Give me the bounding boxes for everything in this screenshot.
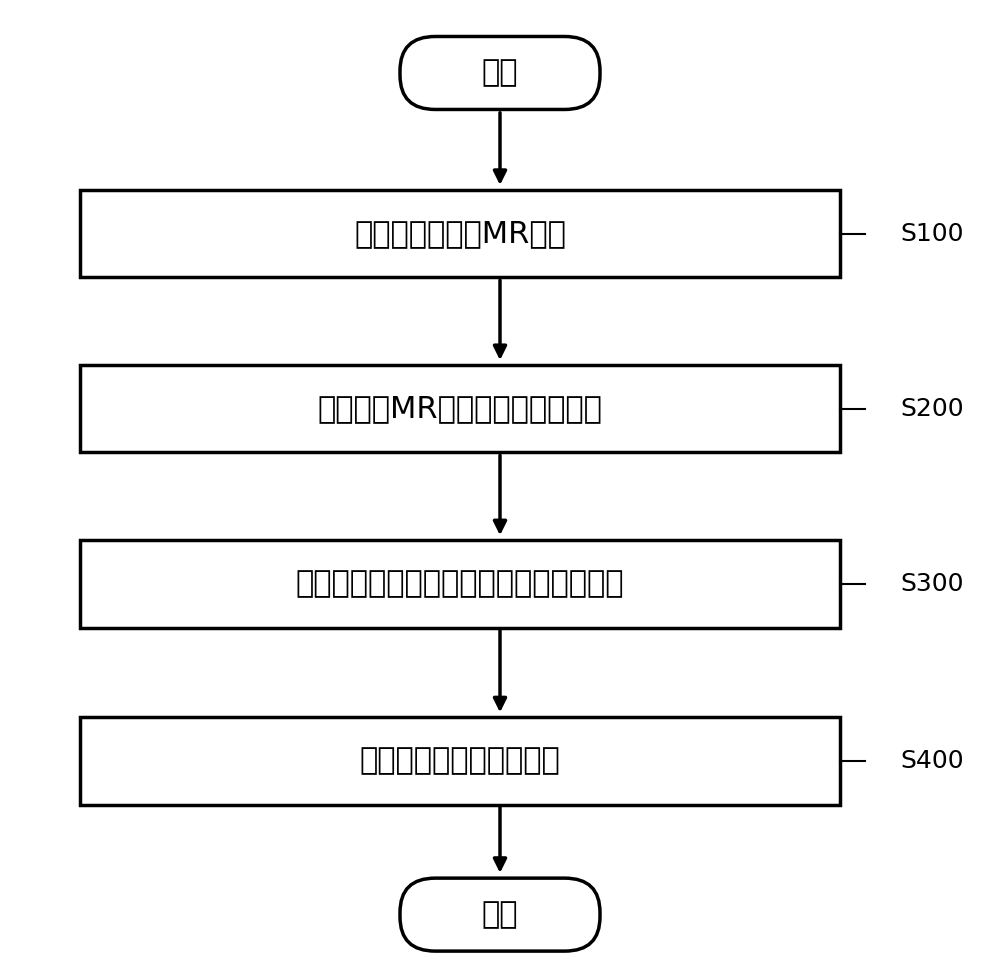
FancyBboxPatch shape [80,190,840,277]
FancyBboxPatch shape [400,878,600,952]
FancyBboxPatch shape [400,36,600,109]
FancyBboxPatch shape [80,717,840,805]
Text: S400: S400 [900,749,964,773]
Text: 结束: 结束 [482,900,518,929]
FancyBboxPatch shape [80,540,840,628]
Text: S200: S200 [900,397,964,420]
Text: S100: S100 [900,222,964,245]
Text: 开始: 开始 [482,58,518,88]
Text: 从获得的MR图像获得体素的数据: 从获得的MR图像获得体素的数据 [318,394,602,423]
Text: 去除估计的脂质相关波谱: 去除估计的脂质相关波谱 [360,746,560,775]
Text: S300: S300 [900,572,964,595]
Text: 获得包括体素的MR图像: 获得包括体素的MR图像 [354,219,566,248]
Text: 通过使用获得的数据来估计脂质相关波谱: 通过使用获得的数据来估计脂质相关波谱 [296,569,624,598]
FancyBboxPatch shape [80,365,840,452]
